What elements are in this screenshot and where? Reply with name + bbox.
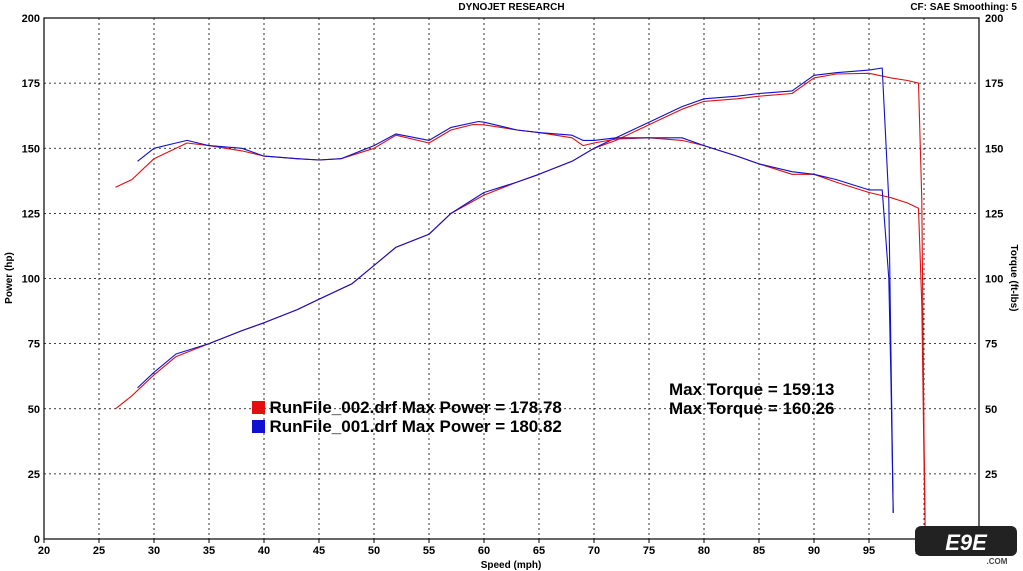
grid-lines	[44, 18, 979, 539]
x-tick-label: 85	[753, 545, 765, 557]
svg-text:E9E: E9E	[945, 530, 988, 555]
legend-max-torque: Max Torque = 159.13	[669, 380, 835, 399]
x-tick-label: 90	[808, 545, 820, 557]
x-tick-label: 60	[478, 545, 490, 557]
x-tick-label: 80	[698, 545, 710, 557]
y-tick-label: 150	[22, 143, 40, 155]
y-axis-left: 0 25 50 75 100 125 150 175 200	[22, 13, 40, 546]
y-axis-label: Power (hp)	[4, 252, 15, 304]
y-tick-label: 175	[22, 78, 40, 90]
y-tick-label: 125	[22, 208, 40, 220]
series-line-power-runfile-001-drf	[137, 67, 894, 514]
series-line-torque-runfile-002-drf	[115, 123, 926, 527]
series-line-torque-runfile-001-drf	[137, 120, 894, 514]
x-tick-label: 55	[423, 545, 435, 557]
legend-max-torque: Max Torque = 160.26	[669, 399, 835, 418]
svg-text:.COM: .COM	[987, 557, 1008, 566]
x-axis: 20253035404550556065707580859095100105	[38, 539, 988, 557]
y2-tick-label: 200	[985, 13, 1003, 25]
legend-swatch-blue	[252, 420, 266, 433]
y-tick-label: 0	[34, 534, 40, 546]
y2-axis-label: Torque (ft-lbs)	[1008, 244, 1019, 311]
legend-row-runfile-001: RunFile_001.drf Max Power = 180.82 Max T…	[243, 400, 835, 454]
y-tick-label: 100	[22, 274, 40, 286]
x-tick-label: 35	[203, 545, 215, 557]
legend-swatch-red	[252, 401, 266, 414]
y2-tick-label: 75	[985, 339, 997, 351]
x-tick-label: 30	[148, 545, 160, 557]
x-tick-label: 40	[258, 545, 270, 557]
y-tick-label: 75	[28, 339, 40, 351]
y-tick-label: 25	[28, 469, 40, 481]
y2-tick-label: 125	[985, 208, 1003, 220]
x-tick-label: 20	[38, 545, 50, 557]
x-tick-label: 25	[93, 545, 105, 557]
series-lines	[115, 67, 926, 527]
legend-label: RunFile_002.drf Max Power = 178.78	[269, 398, 562, 417]
x-tick-label: 45	[313, 545, 325, 557]
x-tick-label: 95	[863, 545, 875, 557]
y2-tick-label: 25	[985, 469, 997, 481]
correction-info: CF: SAE Smoothing: 5	[910, 2, 1017, 13]
x-tick-label: 65	[533, 545, 545, 557]
y-tick-label: 50	[28, 404, 40, 416]
x-axis-label: Speed (mph)	[481, 560, 542, 571]
legend-label: RunFile_001.drf Max Power = 180.82	[269, 417, 562, 436]
plot-frame	[43, 17, 980, 540]
legend-row-runfile-002: RunFile_002.drf Max Power = 178.78 Max T…	[243, 381, 835, 435]
y2-tick-label: 100	[985, 274, 1003, 286]
e9e-logo: E9E .COM	[915, 526, 1017, 566]
y2-tick-label: 175	[985, 78, 1003, 90]
y2-tick-label: 150	[985, 143, 1003, 155]
y-axis-right: 25 50 75 100 125 150 175 200	[985, 13, 1003, 481]
y2-tick-label: 50	[985, 404, 997, 416]
x-tick-label: 75	[643, 545, 655, 557]
chart-title: DYNOJET RESEARCH	[458, 2, 565, 13]
y-tick-label: 200	[22, 13, 40, 25]
x-tick-label: 70	[588, 545, 600, 557]
x-tick-label: 50	[368, 545, 380, 557]
